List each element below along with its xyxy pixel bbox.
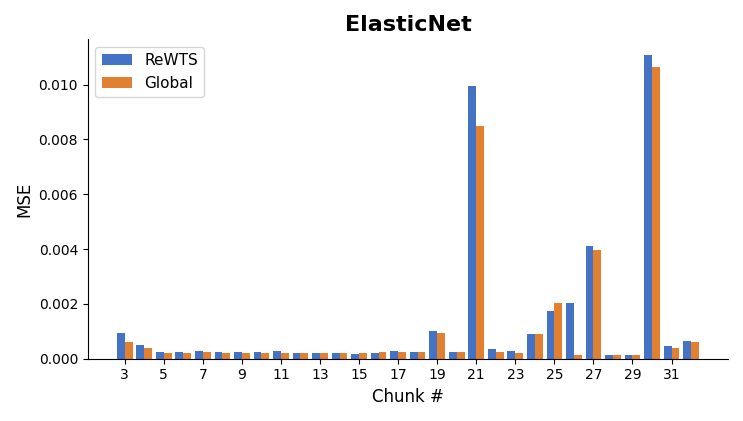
Bar xyxy=(632,355,640,359)
Bar xyxy=(507,351,516,359)
Bar xyxy=(175,352,184,359)
Bar xyxy=(262,353,269,359)
Bar xyxy=(516,353,523,359)
Bar xyxy=(253,352,262,359)
Bar xyxy=(242,353,250,359)
Bar xyxy=(234,352,242,359)
Bar xyxy=(410,352,418,359)
Bar xyxy=(535,334,542,359)
Bar xyxy=(163,353,172,359)
Bar xyxy=(117,333,125,359)
Bar xyxy=(331,353,340,359)
Bar xyxy=(684,341,691,359)
Bar xyxy=(203,352,210,359)
Bar xyxy=(449,352,457,359)
Bar xyxy=(340,353,347,359)
Bar xyxy=(672,348,679,359)
Bar xyxy=(418,352,426,359)
Bar xyxy=(527,334,535,359)
Bar xyxy=(273,351,281,359)
X-axis label: Chunk #: Chunk # xyxy=(372,388,444,406)
Bar xyxy=(398,352,406,359)
Bar xyxy=(359,353,367,359)
Bar xyxy=(437,333,445,359)
Bar xyxy=(222,353,230,359)
Bar xyxy=(156,352,163,359)
Bar xyxy=(554,303,562,359)
Title: ElasticNet: ElasticNet xyxy=(345,15,471,35)
Bar xyxy=(663,346,672,359)
Bar xyxy=(613,355,620,359)
Bar xyxy=(605,354,613,359)
Bar xyxy=(300,353,308,359)
Bar xyxy=(390,351,398,359)
Bar xyxy=(215,352,222,359)
Bar xyxy=(293,353,300,359)
Bar xyxy=(184,353,191,359)
Legend: ReWTS, Global: ReWTS, Global xyxy=(95,47,204,97)
Bar xyxy=(379,352,386,359)
Bar xyxy=(691,342,699,359)
Bar xyxy=(476,126,484,359)
Bar xyxy=(429,331,437,359)
Bar xyxy=(547,311,554,359)
Bar xyxy=(281,353,289,359)
Bar xyxy=(457,352,464,359)
Bar xyxy=(585,246,594,359)
Bar xyxy=(488,349,496,359)
Bar xyxy=(468,86,476,359)
Bar xyxy=(125,342,132,359)
Bar xyxy=(574,354,582,359)
Bar xyxy=(496,352,504,359)
Bar xyxy=(320,353,328,359)
Bar xyxy=(144,348,152,359)
Bar xyxy=(652,67,660,359)
Bar xyxy=(312,353,320,359)
Bar xyxy=(351,354,359,359)
Bar xyxy=(625,354,632,359)
Bar xyxy=(594,250,601,359)
Bar xyxy=(195,351,203,359)
Y-axis label: MSE: MSE xyxy=(15,181,33,217)
Bar xyxy=(644,55,652,359)
Bar xyxy=(371,353,379,359)
Bar xyxy=(137,345,144,359)
Bar xyxy=(566,303,574,359)
